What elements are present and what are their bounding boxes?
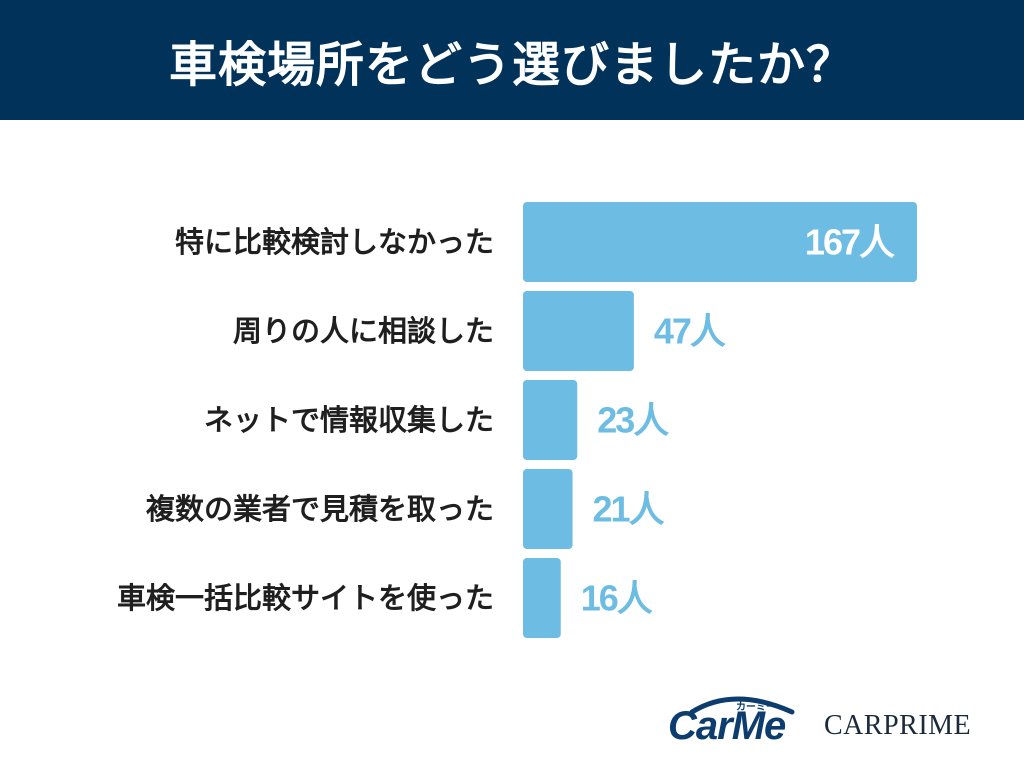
carprime-logo: CARPRIME [824,710,972,741]
value-label-4: 16人 [581,578,653,619]
bar-3 [523,469,573,549]
category-label-0: 特に比較検討しなかった [175,225,494,259]
category-label-3: 複数の業者で見積を取った [146,492,494,526]
value-label-1: 47人 [654,311,726,352]
carme-logo-arc [689,696,795,715]
bar-0 [523,202,917,282]
bar-4 [523,558,561,638]
value-label-2: 23人 [597,400,669,441]
value-label-3: 21人 [593,489,665,530]
category-label-4: 車検一括比較サイトを使った [117,581,494,615]
value-label-0: 167人 [805,222,895,263]
chart-title: 車検場所をどう選びましたか？ [168,37,855,93]
bar-2 [523,380,578,460]
carme-logo: カーミー CarMe [664,690,804,750]
carme-logo-sub: カーミー [736,702,776,713]
carme-logo-text: CarMe [668,704,786,748]
category-label-2: ネットで情報収集した [204,403,494,437]
bar-1 [523,291,634,371]
category-label-1: 周りの人に相談した [233,314,494,348]
header-bar: 車検場所をどう選びましたか？ [0,0,1024,120]
